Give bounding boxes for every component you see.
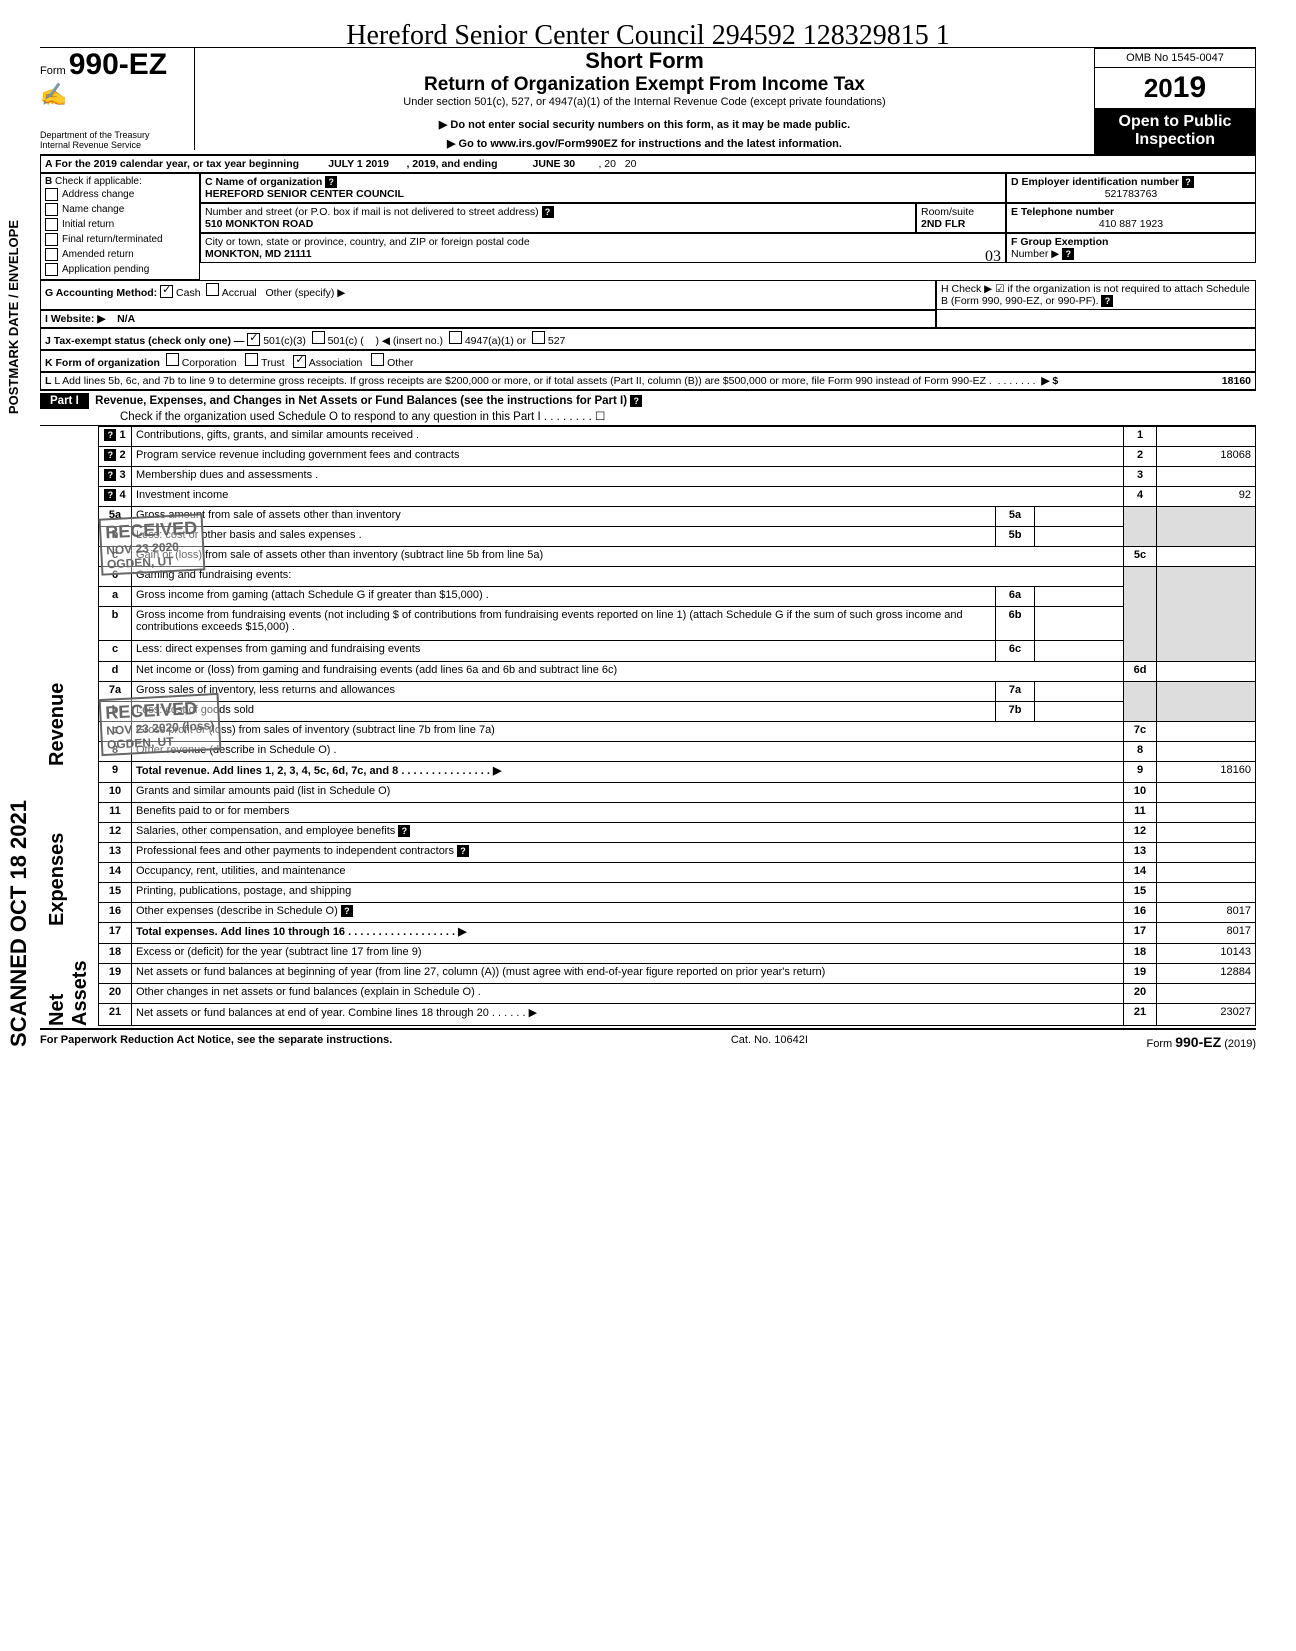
- row-l-gross-receipts: L L Add lines 5b, 6c, and 7b to line 9 t…: [40, 372, 1256, 390]
- chk-accrual[interactable]: [206, 283, 219, 296]
- c-name-label: C Name of organization ? HEREFORD SENIOR…: [200, 173, 1006, 203]
- chk-trust[interactable]: [245, 353, 258, 366]
- line-21: 21Net assets or fund balances at end of …: [99, 1004, 1256, 1026]
- title-sub: Under section 501(c), 527, or 4947(a)(1)…: [201, 96, 1088, 108]
- open-to-public: Open to Public Inspection: [1095, 109, 1255, 153]
- chk-501c[interactable]: [312, 331, 325, 344]
- chk-final-return[interactable]: [45, 233, 58, 246]
- line-17: 17Total expenses. Add lines 10 through 1…: [99, 923, 1256, 944]
- line-8: 8Other revenue (describe in Schedule O) …: [99, 741, 1256, 761]
- line-7c: cGross profit or (loss) from sales of in…: [99, 721, 1256, 741]
- part1-check-schedule-o: Check if the organization used Schedule …: [40, 409, 1256, 423]
- tax-year: 2019: [1095, 68, 1255, 109]
- chk-corporation[interactable]: [166, 353, 179, 366]
- chk-other[interactable]: [371, 353, 384, 366]
- chk-association[interactable]: [293, 355, 306, 368]
- help-icon[interactable]: ?: [398, 825, 410, 837]
- line-6c: cLess: direct expenses from gaming and f…: [99, 641, 1256, 661]
- help-icon[interactable]: ?: [1182, 176, 1194, 188]
- help-icon[interactable]: ?: [457, 845, 469, 857]
- c-room: Room/suite 2ND FLR: [916, 203, 1006, 233]
- line-4: ? 4Investment income492: [99, 487, 1256, 507]
- side-expenses: Expenses: [40, 766, 98, 926]
- postmark-stamp: POSTMARK DATE / ENVELOPE: [6, 220, 21, 414]
- help-icon[interactable]: ?: [325, 176, 337, 188]
- line-20: 20Other changes in net assets or fund ba…: [99, 984, 1256, 1004]
- side-revenue: Revenue: [40, 426, 98, 766]
- org-name: HEREFORD SENIOR CENTER COUNCIL: [205, 188, 404, 200]
- form-number: 990-EZ: [69, 48, 167, 81]
- title-main: Return of Organization Exempt From Incom…: [201, 74, 1088, 96]
- line-14: 14Occupancy, rent, utilities, and mainte…: [99, 863, 1256, 883]
- chk-cash[interactable]: [160, 285, 173, 298]
- section-b: B Check if applicable: Address change Na…: [40, 173, 200, 280]
- chk-initial-return[interactable]: [45, 218, 58, 231]
- form-prefix: Form: [40, 65, 66, 77]
- chk-501c3[interactable]: [247, 333, 260, 346]
- help-icon[interactable]: ?: [1101, 295, 1113, 307]
- help-icon[interactable]: ?: [1062, 248, 1074, 260]
- row-j-tax-exempt: J Tax-exempt status (check only one) — 5…: [40, 328, 1256, 350]
- row-i-website: I Website: ▶ N/A: [40, 310, 936, 328]
- chk-application-pending[interactable]: [45, 263, 58, 276]
- line-6b: bGross income from fundraising events (n…: [99, 607, 1256, 641]
- chk-name-change[interactable]: [45, 203, 58, 216]
- omb-number: OMB No 1545-0047: [1095, 49, 1255, 68]
- title-short: Short Form: [201, 48, 1088, 74]
- line-3: ? 3Membership dues and assessments .3: [99, 467, 1256, 487]
- side-net-assets: Net Assets: [40, 926, 98, 1026]
- row-h-schedule-b: H Check ▶ ☑ if the organization is not r…: [936, 280, 1256, 310]
- dept-treasury: Department of the Treasury: [40, 130, 190, 140]
- note-public: ▶ Do not enter social security numbers o…: [201, 118, 1088, 131]
- line-7a: 7aGross sales of inventory, less returns…: [99, 681, 1256, 701]
- line-18: 18Excess or (deficit) for the year (subt…: [99, 944, 1256, 964]
- line-12: 12Salaries, other compensation, and empl…: [99, 822, 1256, 842]
- dept-irs: Internal Revenue Service: [40, 140, 190, 150]
- line-13: 13Professional fees and other payments t…: [99, 842, 1256, 862]
- e-phone: E Telephone number 410 887 1923: [1006, 203, 1256, 233]
- line-7b: bLess: cost of goods sold7b: [99, 701, 1256, 721]
- c-city: City or town, state or province, country…: [200, 233, 1006, 263]
- line-6: 6Gaming and fundraising events:: [99, 567, 1256, 587]
- part1-header-row: Part I Revenue, Expenses, and Changes in…: [40, 390, 1256, 426]
- footer: For Paperwork Reduction Act Notice, see …: [40, 1034, 1256, 1050]
- received-stamp-1: RECEIVED NOV 23 2020 OGDEN, UT: [99, 513, 206, 575]
- line-9: 9Total revenue. Add lines 1, 2, 3, 4, 5c…: [99, 761, 1256, 782]
- help-icon[interactable]: ?: [630, 395, 642, 407]
- note-link: ▶ Go to www.irs.gov/Form990EZ for instru…: [201, 137, 1088, 150]
- row-a-period: A For the 2019 calendar year, or tax yea…: [40, 154, 1256, 173]
- f-group-exemption: F Group Exemption Number ▶ ?: [1006, 233, 1256, 263]
- scanned-stamp: SCANNED OCT 18 2021: [6, 800, 32, 1047]
- line-10: 10Grants and similar amounts paid (list …: [99, 782, 1256, 802]
- lines-table: ? 1Contributions, gifts, grants, and sim…: [98, 426, 1256, 1026]
- line-5c: cGain or (loss) from sale of assets othe…: [99, 547, 1256, 567]
- handwritten-03: 03: [985, 248, 1001, 266]
- line-11: 11Benefits paid to or for members11: [99, 802, 1256, 822]
- line-1: ? 1Contributions, gifts, grants, and sim…: [99, 427, 1256, 447]
- part1-badge: Part I: [40, 393, 89, 409]
- chk-amended-return[interactable]: [45, 248, 58, 261]
- row-k-form-of-org: K Form of organization Corporation Trust…: [40, 350, 1256, 372]
- chk-4947a1[interactable]: [449, 331, 462, 344]
- line-5b: bLess: cost or other basis and sales exp…: [99, 527, 1256, 547]
- chk-527[interactable]: [532, 331, 545, 344]
- received-stamp-2: RECEIVED NOV 23 2020 (loss) OGDEN, UT: [99, 693, 222, 756]
- help-icon[interactable]: ?: [542, 206, 554, 218]
- line-6d: dNet income or (loss) from gaming and fu…: [99, 661, 1256, 681]
- line-15: 15Printing, publications, postage, and s…: [99, 883, 1256, 903]
- c-street: Number and street (or P.O. box if mail i…: [200, 203, 916, 233]
- line-6a: aGross income from gaming (attach Schedu…: [99, 587, 1256, 607]
- line-5a: 5aGross amount from sale of assets other…: [99, 507, 1256, 527]
- d-ein: D Employer identification number ? 52178…: [1006, 173, 1256, 203]
- chk-address-change[interactable]: [45, 188, 58, 201]
- row-g-accounting: G Accounting Method: Cash Accrual Other …: [40, 280, 936, 310]
- line-19: 19Net assets or fund balances at beginni…: [99, 964, 1256, 984]
- help-icon[interactable]: ?: [341, 905, 353, 917]
- line-16: 16Other expenses (describe in Schedule O…: [99, 903, 1256, 923]
- line-2: ? 2Program service revenue including gov…: [99, 447, 1256, 467]
